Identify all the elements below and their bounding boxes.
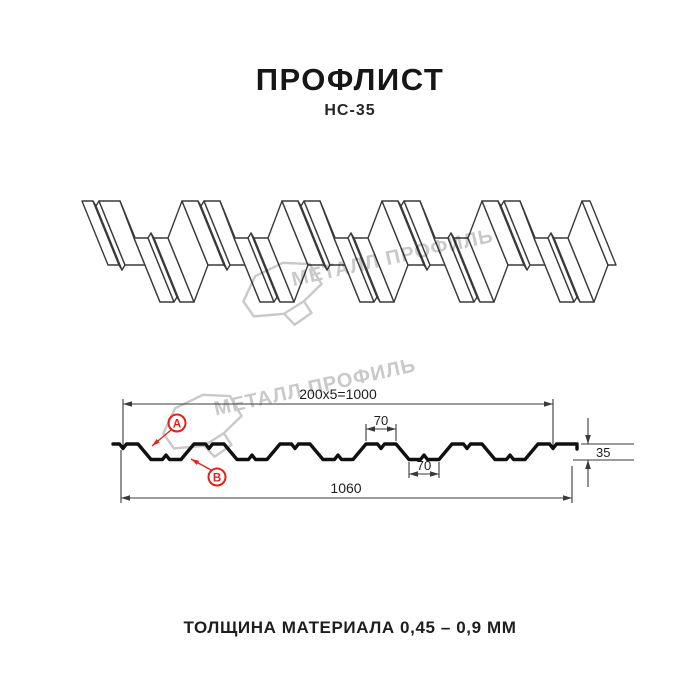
arrowhead-icon [430, 471, 439, 477]
arrowhead-icon [152, 439, 160, 446]
profile-3d-view [81, 200, 617, 303]
watermark-2: МЕТАЛЛ ПРОФИЛЬ [162, 354, 418, 458]
thickness-caption: ТОЛЩИНА МАТЕРИАЛА 0,45 – 0,9 ММ [183, 618, 517, 637]
callout-b-letter: B [213, 473, 221, 485]
profile-cross-section [111, 442, 579, 462]
dim-overall-width: 1060 [330, 480, 361, 496]
dim-valley-width: 70 [417, 458, 431, 473]
sheet-face [581, 200, 617, 266]
arrowhead-icon [585, 460, 591, 469]
arrowhead-icon [563, 495, 572, 501]
arrowhead-icon [121, 495, 130, 501]
callout-circle [207, 467, 227, 487]
arrowhead-icon [585, 435, 591, 444]
dimension-lines [120, 399, 634, 503]
profile-model-label: НС-35 [324, 102, 376, 119]
arrowhead-icon [409, 471, 418, 477]
dim-working-width: 200x5=1000 [299, 386, 377, 402]
dimension-labels: 200x5=1000 70 70 1060 35 [299, 386, 610, 496]
dim-crest-width: 70 [374, 413, 388, 428]
dim-profile-height: 35 [596, 445, 610, 460]
arrowhead-icon [191, 459, 200, 465]
callout-circle [167, 413, 187, 433]
arrowhead-icon [387, 426, 396, 432]
section-profile-line [111, 442, 579, 462]
metall-profil-logo-icon [242, 261, 323, 326]
callout-a-letter: A [173, 419, 181, 431]
side-callouts: A B [173, 419, 221, 485]
arrowhead-icon [366, 426, 375, 432]
arrowhead-icon [544, 401, 553, 407]
arrowhead-icon [123, 401, 132, 407]
page-title: ПРОФЛИСТ [255, 62, 445, 97]
